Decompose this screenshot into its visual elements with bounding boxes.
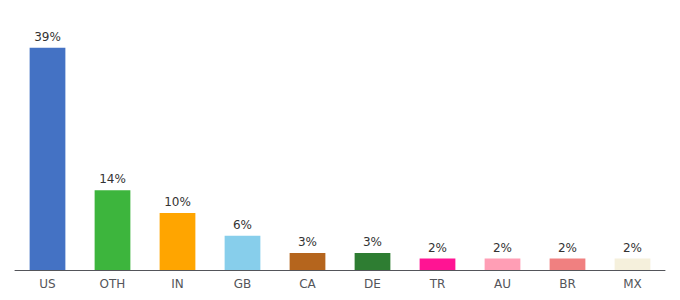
svg-text:AU: AU — [494, 277, 511, 291]
svg-text:2%: 2% — [558, 241, 577, 255]
svg-text:US: US — [39, 277, 55, 291]
svg-text:14%: 14% — [99, 172, 126, 186]
svg-text:2%: 2% — [493, 241, 512, 255]
svg-text:3%: 3% — [298, 235, 317, 249]
svg-text:39%: 39% — [34, 30, 61, 44]
svg-text:GB: GB — [234, 277, 252, 291]
svg-text:IN: IN — [171, 277, 184, 291]
svg-text:MX: MX — [623, 277, 642, 291]
svg-text:6%: 6% — [233, 218, 252, 232]
svg-text:TR: TR — [429, 277, 446, 291]
svg-text:DE: DE — [364, 277, 381, 291]
svg-text:3%: 3% — [363, 235, 382, 249]
svg-text:OTH: OTH — [100, 277, 126, 291]
svg-text:2%: 2% — [623, 241, 642, 255]
svg-text:CA: CA — [299, 277, 316, 291]
svg-text:10%: 10% — [164, 195, 191, 209]
svg-text:BR: BR — [559, 277, 576, 291]
svg-text:2%: 2% — [428, 241, 447, 255]
